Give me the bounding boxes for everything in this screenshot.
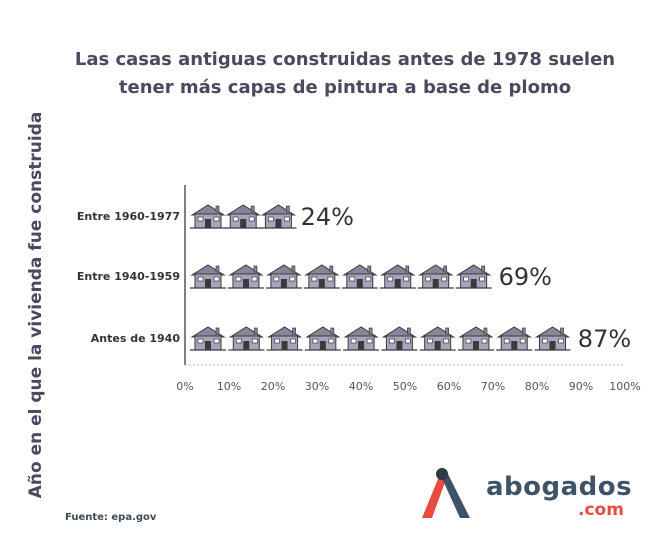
data-label: 69% [499, 263, 552, 291]
bar [190, 264, 492, 289]
abogados-logo: abogados .com [418, 466, 638, 526]
x-tick-label: 20% [261, 380, 285, 393]
y-tick-label: Entre 1940-1959 [77, 270, 180, 283]
x-tick-label: 0% [176, 380, 193, 393]
logo-mark-icon [422, 468, 470, 518]
y-tick-label: Entre 1960-1977 [77, 210, 180, 223]
x-tick-label: 60% [437, 380, 461, 393]
x-tick-label: 90% [569, 380, 593, 393]
x-tick-label: 70% [481, 380, 505, 393]
logo-word: abogados [486, 472, 633, 502]
bar [190, 326, 571, 351]
x-tick-label: 50% [393, 380, 417, 393]
x-tick-label: 80% [525, 380, 549, 393]
x-tick-label: 30% [305, 380, 329, 393]
chart-title-line-1: Las casas antiguas construidas antes de … [74, 49, 616, 70]
logo-domain: .com [578, 500, 624, 520]
bar [190, 204, 297, 229]
x-tick-label: 100% [609, 380, 640, 393]
x-tick-label: 40% [349, 380, 373, 393]
source-note: Fuente: epa.gov [65, 512, 157, 523]
data-label: 87% [578, 325, 631, 353]
y-tick-label: Antes de 1940 [91, 332, 181, 345]
data-label: 24% [301, 203, 354, 231]
chart-title-line-2: tener más capas de pintura a base de plo… [118, 77, 572, 98]
x-tick-label: 10% [217, 380, 241, 393]
chart-title: Las casas antiguas construidas antes de … [60, 46, 630, 102]
